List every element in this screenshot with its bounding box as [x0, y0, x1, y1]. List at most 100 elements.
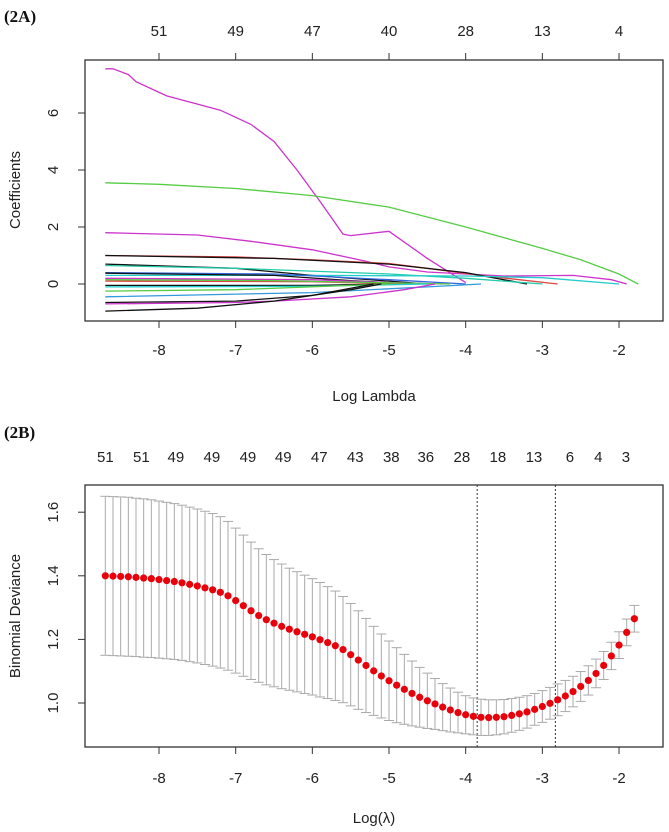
top-tick-label: 18 — [490, 449, 507, 466]
coefficient-path — [105, 283, 390, 292]
y-tick-label: 1.2 — [45, 629, 62, 650]
coefficient-path — [105, 68, 467, 284]
panel-label-2b: (2B) — [4, 423, 35, 442]
x-tick-label: -2 — [612, 770, 625, 787]
deviance-point — [423, 697, 431, 705]
top-tick-label: 49 — [168, 449, 185, 466]
deviance-point — [600, 661, 608, 670]
top-tick-label: 49 — [240, 449, 257, 466]
y-tick-label: 1.4 — [45, 565, 62, 586]
deviance-point — [370, 667, 378, 675]
top-tick-label: 38 — [383, 449, 400, 466]
deviance-point — [454, 708, 462, 717]
deviance-point — [178, 579, 186, 587]
deviance-point — [577, 682, 585, 691]
deviance-point — [477, 713, 485, 721]
deviance-point — [201, 584, 209, 592]
deviance-point — [446, 706, 454, 714]
top-tick-label: 4 — [615, 23, 623, 40]
deviance-point — [163, 576, 171, 585]
y-axis-label: Coefficients — [7, 151, 24, 229]
top-tick-label: 51 — [97, 449, 114, 466]
y-tick-label: 1.6 — [45, 502, 62, 523]
deviance-point — [255, 611, 263, 620]
deviance-point — [508, 711, 516, 720]
deviance-point — [209, 586, 217, 594]
deviance-point — [239, 602, 247, 610]
deviance-point — [439, 703, 447, 711]
deviance-point — [147, 575, 155, 583]
coefficient-path-chart: Log Lambda Coefficients -8 -7 -6 -5 -4 -3 -2 51… — [7, 23, 664, 405]
deviance-point — [347, 651, 355, 659]
top-tick-label: 13 — [526, 449, 543, 466]
x-axis-label: Log Lambda — [332, 388, 416, 405]
deviance-point — [278, 622, 286, 630]
deviance-point — [316, 636, 324, 644]
top-tick-label: 49 — [227, 23, 244, 40]
y-tick-label: 2 — [45, 223, 62, 231]
panel-label-2a: (2A) — [4, 7, 36, 26]
deviance-point — [531, 705, 539, 713]
plot-frame — [84, 484, 664, 748]
coefficient-path — [105, 271, 466, 285]
deviance-point — [523, 708, 531, 716]
deviance-point — [615, 641, 623, 649]
top-tick-label: 43 — [347, 449, 364, 466]
y-tick-label: 6 — [45, 109, 62, 117]
deviance-point — [232, 597, 240, 605]
deviance-point — [285, 625, 293, 633]
deviance-point — [216, 588, 224, 596]
x-axis-label: Log(λ) — [353, 810, 396, 827]
deviance-point — [140, 574, 148, 582]
deviance-point — [293, 628, 301, 636]
top-tick-label: 40 — [381, 23, 398, 40]
deviance-point — [416, 693, 424, 701]
deviance-point — [186, 580, 194, 588]
plot-frame — [84, 59, 664, 322]
top-tick-label: 6 — [566, 449, 574, 466]
top-tick-label: 47 — [304, 23, 321, 40]
x-tick-label: -4 — [459, 770, 472, 787]
x-tick-label: -2 — [612, 342, 625, 359]
cv-deviance-chart: Log(λ) Binomial Deviance -8 -7 -6 -5 -4 -3 -2 5… — [7, 449, 664, 827]
y-axis-label: Binomial Deviance — [7, 554, 24, 678]
deviance-point — [362, 661, 370, 670]
deviance-point — [546, 699, 554, 707]
top-tick-label: 3 — [622, 449, 630, 466]
top-tick-label: 51 — [151, 23, 168, 40]
deviance-point — [339, 645, 347, 654]
deviance-point — [262, 616, 270, 624]
y-tick-label: 1.0 — [45, 693, 62, 714]
coefficient-path — [105, 182, 639, 285]
coefficient-path — [105, 279, 451, 285]
deviance-point — [324, 638, 332, 647]
top-tick-label: 13 — [534, 23, 551, 40]
deviance-point — [431, 700, 439, 708]
x-tick-label: -7 — [229, 770, 242, 787]
x-tick-label: -5 — [382, 342, 395, 359]
coefficient-path — [105, 283, 482, 298]
y-tick-label: 0 — [45, 280, 62, 288]
x-tick-label: -6 — [306, 342, 319, 359]
deviance-point — [301, 630, 309, 638]
deviance-point — [469, 712, 477, 720]
deviance-point — [377, 672, 385, 680]
coefficient-path — [105, 232, 627, 285]
y-tick-label: 4 — [45, 166, 62, 174]
deviance-point — [492, 713, 500, 721]
top-tick-label: 4 — [594, 449, 602, 466]
top-tick-label: 47 — [311, 449, 328, 466]
deviance-point — [224, 592, 232, 600]
deviance-point — [623, 628, 631, 637]
deviance-point — [170, 577, 178, 586]
x-tick-label: -4 — [459, 342, 472, 359]
deviance-point — [485, 714, 493, 722]
deviance-point — [155, 576, 163, 584]
deviance-point — [331, 642, 339, 650]
top-tick-label: 49 — [275, 449, 292, 466]
deviance-point — [584, 676, 592, 685]
deviance-point — [462, 711, 470, 719]
deviance-point — [554, 696, 562, 704]
deviance-point — [308, 633, 316, 641]
